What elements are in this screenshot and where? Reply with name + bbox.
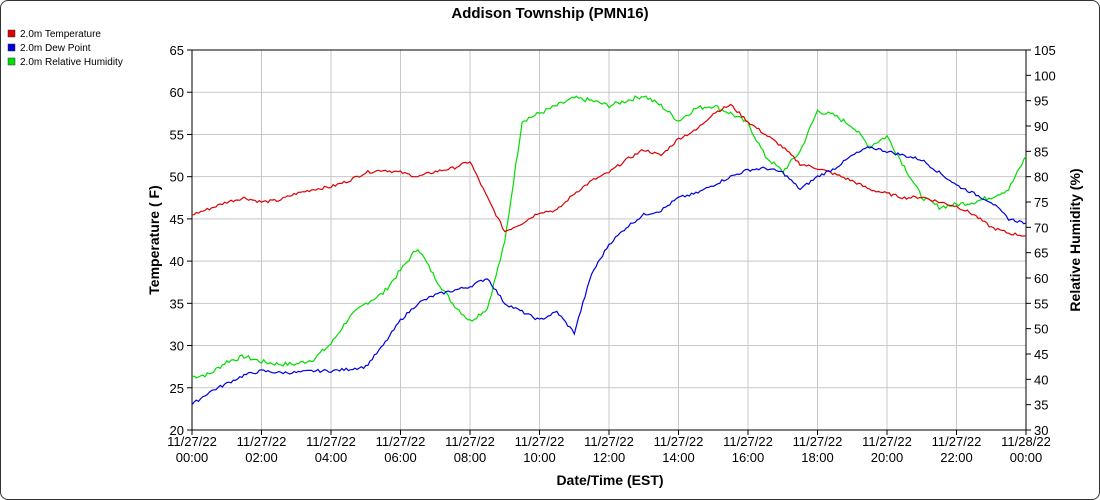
y2-tick-label: 50 <box>1034 322 1048 337</box>
x-tick-time: 00:00 <box>176 450 209 465</box>
y2-tick-label: 60 <box>1034 271 1048 286</box>
y-tick-label: 45 <box>170 212 184 227</box>
y2-tick-label: 35 <box>1034 398 1048 413</box>
x-tick-time: 16:00 <box>732 450 765 465</box>
left-axis: 20 25 30 35 40 45 50 55 60 65 <box>170 43 192 438</box>
x-tick-time: 08:00 <box>454 450 487 465</box>
legend-label: 2.0m Temperature <box>20 29 101 40</box>
legend-swatch <box>7 29 16 38</box>
y2-tick-label: 85 <box>1034 144 1048 159</box>
series-line-2-0m-relative-humidity <box>191 95 1027 379</box>
x-tick-date: 11/27/22 <box>445 434 495 449</box>
y2-tick-label: 75 <box>1034 195 1048 210</box>
series-group <box>191 95 1027 405</box>
legend-swatch <box>7 57 16 66</box>
y2-tick-label: 100 <box>1034 68 1056 83</box>
y2-tick-label: 30 <box>1034 423 1048 438</box>
x-tick-date: 11/27/22 <box>237 434 287 449</box>
x-tick-time: 02:00 <box>245 450 278 465</box>
y2-tick-label: 105 <box>1034 43 1056 58</box>
chart-title: Addison Township (PMN16) <box>451 5 648 22</box>
x-tick-time: 10:00 <box>523 450 556 465</box>
y-tick-label: 65 <box>170 43 184 58</box>
legend-swatch <box>7 43 16 52</box>
y2-tick-label: 90 <box>1034 119 1048 134</box>
y2-axis-label: Relative Humidity (%) <box>1067 168 1083 311</box>
y2-tick-label: 40 <box>1034 372 1048 387</box>
x-tick-time: 06:00 <box>384 450 417 465</box>
y2-tick-label: 65 <box>1034 246 1048 261</box>
x-tick-time: 00:00 <box>1010 450 1043 465</box>
x-tick-date: 11/27/22 <box>306 434 356 449</box>
y2-tick-label: 95 <box>1034 94 1048 109</box>
y2-tick-label: 45 <box>1034 347 1048 362</box>
x-tick-date: 11/27/22 <box>167 434 217 449</box>
legend: 2.0m Temperature 2.0m Dew Point 2.0m Relat… <box>7 29 123 68</box>
x-tick-date: 11/27/22 <box>515 434 565 449</box>
x-tick-time: 18:00 <box>801 450 834 465</box>
legend-label: 2.0m Relative Humidity <box>20 57 123 68</box>
x-axis: 11/27/2200:0011/27/2202:0011/27/2204:001… <box>167 430 1051 465</box>
y2-tick-label: 80 <box>1034 170 1048 185</box>
y2-tick-label: 55 <box>1034 296 1048 311</box>
y-tick-label: 25 <box>170 381 184 396</box>
x-axis-label: Date/Time (EST) <box>556 472 663 488</box>
y-tick-label: 50 <box>170 170 184 185</box>
x-tick-date: 11/27/22 <box>723 434 773 449</box>
x-tick-date: 11/27/22 <box>932 434 982 449</box>
series-line-2-0m-dew-point <box>191 146 1027 405</box>
y-tick-label: 60 <box>170 85 184 100</box>
x-tick-time: 22:00 <box>940 450 973 465</box>
x-tick-time: 04:00 <box>315 450 348 465</box>
x-tick-date: 11/27/22 <box>793 434 843 449</box>
y-tick-label: 30 <box>170 339 184 354</box>
y-tick-label: 55 <box>170 127 184 142</box>
x-tick-date: 11/27/22 <box>584 434 634 449</box>
x-tick-date: 11/27/22 <box>654 434 704 449</box>
y-axis-label: Temperature ( F) <box>146 185 162 294</box>
x-tick-time: 20:00 <box>871 450 904 465</box>
y-tick-label: 35 <box>170 296 184 311</box>
x-tick-date: 11/27/22 <box>862 434 912 449</box>
y-tick-label: 20 <box>170 423 184 438</box>
x-tick-time: 12:00 <box>593 450 626 465</box>
x-tick-date: 11/28/22 <box>1001 434 1051 449</box>
right-axis: 30 35 40 45 50 55 60 65 70 75 80 85 90 95 100 105 <box>1026 43 1056 438</box>
legend-label: 2.0m Dew Point <box>20 43 91 54</box>
y-tick-label: 40 <box>170 254 184 269</box>
x-tick-time: 14:00 <box>662 450 695 465</box>
series-line-2-0m-temperature <box>191 103 1027 237</box>
y2-tick-label: 70 <box>1034 220 1048 235</box>
x-tick-date: 11/27/22 <box>376 434 426 449</box>
